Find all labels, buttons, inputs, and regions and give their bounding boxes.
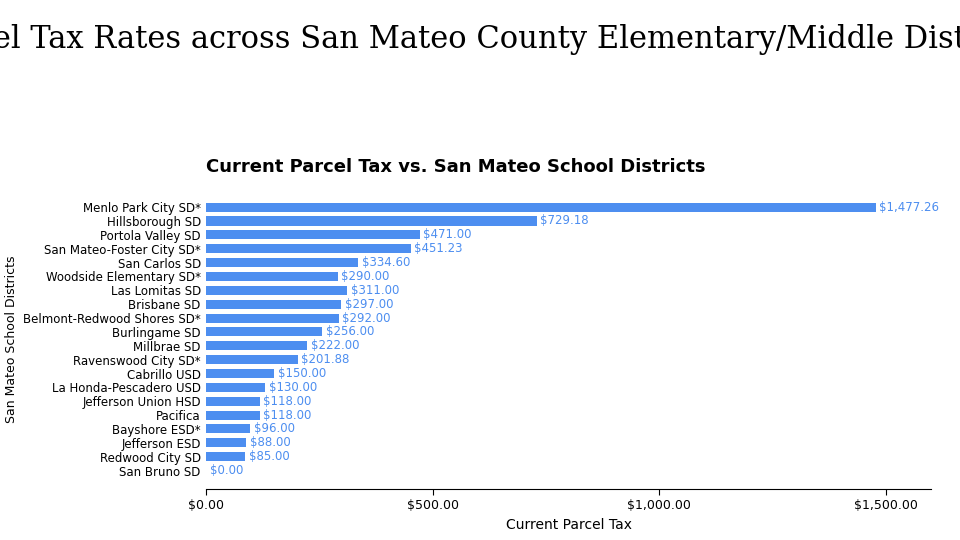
Text: $96.00: $96.00 [253,422,295,435]
Text: $118.00: $118.00 [263,409,312,422]
Bar [206,244,411,253]
Text: Current Parcel Tax vs. San Mateo School Districts: Current Parcel Tax vs. San Mateo School … [206,158,706,176]
X-axis label: Current Parcel Tax: Current Parcel Tax [506,518,632,532]
Bar [206,424,250,434]
Text: $201.88: $201.88 [301,353,349,366]
Text: $130.00: $130.00 [269,381,317,394]
Bar [206,438,247,447]
Text: $85.00: $85.00 [249,450,289,463]
Text: $451.23: $451.23 [415,242,463,255]
Bar [206,286,348,295]
Text: $290.00: $290.00 [342,270,390,283]
Text: $1,477.26: $1,477.26 [879,201,939,214]
Bar [206,383,265,392]
Text: $292.00: $292.00 [343,312,391,325]
Bar [206,300,341,309]
Bar [206,231,420,239]
Text: $297.00: $297.00 [345,298,393,310]
Text: $88.00: $88.00 [250,436,291,449]
Bar [206,341,307,350]
Bar [206,202,876,212]
Text: Parcel Tax Rates across San Mateo County Elementary/Middle Districts: Parcel Tax Rates across San Mateo County… [0,24,960,55]
Bar [206,397,260,406]
Bar [206,327,323,336]
Text: $256.00: $256.00 [326,326,374,339]
Bar [206,314,339,322]
Text: $150.00: $150.00 [278,367,326,380]
Text: $471.00: $471.00 [423,228,472,241]
Y-axis label: San Mateo School Districts: San Mateo School Districts [5,255,17,423]
Text: $118.00: $118.00 [263,395,312,408]
Bar [206,217,537,226]
Bar [206,258,358,267]
Text: $334.60: $334.60 [362,256,410,269]
Bar [206,410,260,420]
Bar [206,355,298,364]
Text: $729.18: $729.18 [540,214,589,227]
Bar [206,272,338,281]
Text: $0.00: $0.00 [210,464,244,477]
Bar [206,452,245,461]
Bar [206,369,275,378]
Text: $311.00: $311.00 [351,284,399,297]
Text: $222.00: $222.00 [311,339,359,352]
